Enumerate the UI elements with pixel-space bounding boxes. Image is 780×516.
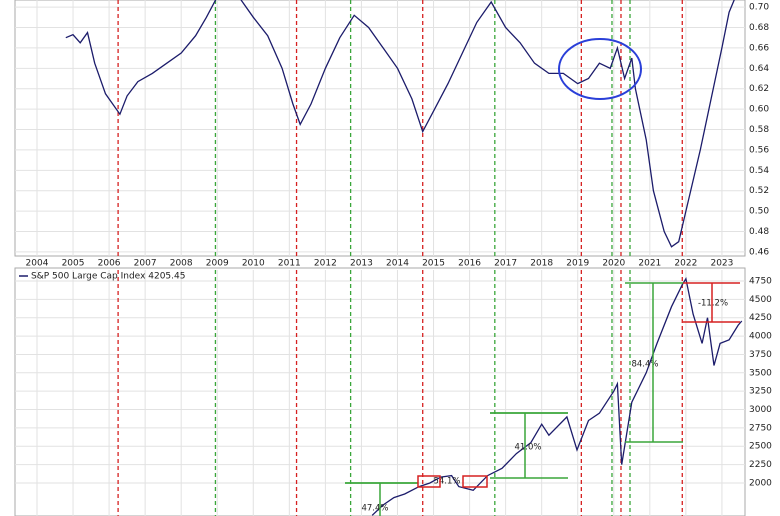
y-tick-label: 0.58 <box>749 125 769 135</box>
x-tick-label: 2009 <box>206 259 229 269</box>
x-tick-label: 2013 <box>350 259 373 269</box>
y-tick-label: 0.64 <box>749 64 769 74</box>
y-tick-label: 3000 <box>749 405 772 415</box>
y-tick-label: 0.52 <box>749 186 769 196</box>
x-tick-label: 2010 <box>242 259 265 269</box>
x-tick-label: 2023 <box>710 259 733 269</box>
x-tick-label: 2020 <box>602 259 625 269</box>
x-tick-label: 2005 <box>62 259 85 269</box>
y-tick-label: 0.48 <box>749 227 769 237</box>
y-tick-label: 0.60 <box>749 105 769 115</box>
x-tick-label: 2004 <box>26 259 49 269</box>
y-tick-label: 4750 <box>749 277 772 287</box>
x-tick-label: 2018 <box>530 259 553 269</box>
y-tick-label: 0.70 <box>749 3 769 13</box>
y-tick-label: 3750 <box>749 350 772 360</box>
bottom-panel <box>14 267 746 516</box>
y-tick-label: 0.68 <box>749 23 769 33</box>
series <box>65 0 735 248</box>
x-tick-label: 2015 <box>422 259 445 269</box>
y-tick-label: 2750 <box>749 423 772 433</box>
top-panel <box>14 0 746 257</box>
x-tick-label: 2006 <box>98 259 121 269</box>
x-tick-label: 2012 <box>314 259 337 269</box>
x-tick-label: 2008 <box>170 259 193 269</box>
y-tick-label: 0.62 <box>749 84 769 94</box>
x-tick-label: 2022 <box>674 259 697 269</box>
y-tick-label: 0.66 <box>749 43 769 53</box>
range-boxes <box>345 282 740 516</box>
x-tick-label: 2011 <box>278 259 301 269</box>
y-tick-label: 3250 <box>749 387 772 397</box>
annotation: -11.2% <box>698 299 728 309</box>
y-tick-label: 0.50 <box>749 207 769 217</box>
x-tick-label: 2019 <box>566 259 589 269</box>
x-tick-label: 2016 <box>458 259 481 269</box>
highlight-ellipse <box>558 38 642 100</box>
legend-label: S&P 500 Large Cap Index 4205.45 <box>31 272 185 282</box>
legend: S&P 500 Large Cap Index 4205.45 <box>19 272 185 282</box>
y-tick-label: 4250 <box>749 313 772 323</box>
y-tick-label: 0.46 <box>749 247 769 257</box>
y-tick-label: 0.54 <box>749 166 769 176</box>
x-tick-label: 2014 <box>386 259 409 269</box>
annotation: 84.4% <box>631 360 658 370</box>
data-line <box>65 0 735 248</box>
y-tick-label: 2000 <box>749 478 772 488</box>
annotation: 54.1% <box>433 477 460 487</box>
y-tick-label: 3500 <box>749 368 772 378</box>
annotation: 47.4% <box>361 504 388 514</box>
annotation: 41.0% <box>514 443 541 453</box>
x-tick-label: 2017 <box>494 259 517 269</box>
y-tick-label: 4000 <box>749 332 772 342</box>
y-tick-label: 0.56 <box>749 145 769 155</box>
x-tick-label: 2021 <box>638 259 661 269</box>
y-tick-label: 2250 <box>749 460 772 470</box>
x-tick-label: 2007 <box>134 259 157 269</box>
y-tick-label: 2500 <box>749 442 772 452</box>
y-tick-label: 4500 <box>749 295 772 305</box>
